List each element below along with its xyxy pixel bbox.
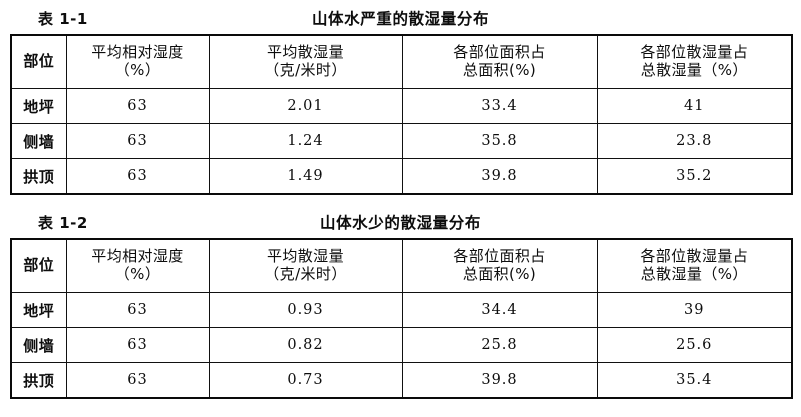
cell-part: 侧墙: [10, 123, 67, 159]
table-title: 山体水严重的散湿量分布: [311, 10, 490, 28]
cell-relative-humidity: 63: [65, 123, 210, 159]
header-cell-part: 部位: [10, 238, 67, 293]
header-cell-relative-humidity: 平均相对湿度 （%）: [65, 34, 210, 89]
cell-moisture-rate: 0.73: [208, 362, 403, 399]
cell-area-share: 34.4: [401, 292, 598, 328]
table-row: 地坪 63 2.01 33.4 41: [10, 88, 793, 124]
header-line-1: 平均相对湿度: [91, 247, 184, 266]
cell-area-share: 39.8: [401, 362, 598, 399]
header-cell-moisture-share: 各部位散湿量占 总散湿量（%）: [596, 34, 793, 89]
cell-moisture-share: 39: [596, 292, 793, 328]
header-cell-moisture-rate: 平均散湿量 （克/米时）: [208, 238, 403, 293]
table-title: 山体水少的散湿量分布: [319, 214, 481, 232]
header-line-1: 各部位面积占: [453, 247, 546, 266]
cell-part: 拱顶: [10, 362, 67, 399]
cell-moisture-share: 35.4: [596, 362, 793, 399]
header-cell-moisture-share: 各部位散湿量占 总散湿量（%）: [596, 238, 793, 293]
cell-moisture-share: 23.8: [596, 123, 793, 159]
table-body-1: 地坪 63 2.01 33.4 41 侧墙 63 1.24 35.8 23.8 …: [10, 88, 793, 195]
table-header-2: 部位 平均相对湿度 （%） 平均散湿量 （克/米时） 各部位面积占 总面积(%): [10, 238, 793, 293]
cell-moisture-rate: 1.24: [208, 123, 403, 159]
cell-moisture-rate: 0.82: [208, 327, 403, 363]
cell-part: 地坪: [10, 88, 67, 124]
cell-part: 侧墙: [10, 327, 67, 363]
cell-area-share: 35.8: [401, 123, 598, 159]
cell-relative-humidity: 63: [65, 88, 210, 124]
header-cell-area-share: 各部位面积占 总面积(%): [401, 34, 598, 89]
cell-moisture-share: 41: [596, 88, 793, 124]
header-line-2: （%）: [114, 61, 161, 79]
header-cell-area-share: 各部位面积占 总面积(%): [401, 238, 598, 293]
cell-moisture-share: 25.6: [596, 327, 793, 363]
table-row: 拱顶 63 0.73 39.8 35.4: [10, 362, 793, 399]
header-line-1: 平均散湿量: [266, 247, 344, 266]
table-row: 拱顶 63 1.49 39.8 35.2: [10, 158, 793, 195]
table-label: 表 1-1: [38, 10, 88, 28]
table-label: 表 1-2: [38, 214, 88, 232]
header-line-2: 总面积(%): [462, 61, 537, 79]
header-line-1: 部位: [23, 52, 55, 71]
header-cell-relative-humidity: 平均相对湿度 （%）: [65, 238, 210, 293]
data-table-1: 部位 平均相对湿度 （%） 平均散湿量 （克/米时） 各部位面积占 总面积(%): [10, 34, 793, 195]
table-row: 地坪 63 0.93 34.4 39: [10, 292, 793, 328]
cell-relative-humidity: 63: [65, 362, 210, 399]
header-cell-part: 部位: [10, 34, 67, 89]
header-line-1: 各部位散湿量占: [640, 43, 749, 62]
header-line-1: 平均散湿量: [266, 43, 344, 62]
header-line-2: （克/米时）: [264, 265, 347, 283]
header-row: 部位 平均相对湿度 （%） 平均散湿量 （克/米时） 各部位面积占 总面积(%): [10, 238, 793, 293]
header-line-2: 总散湿量（%）: [640, 61, 748, 79]
cell-relative-humidity: 63: [65, 292, 210, 328]
cell-part: 地坪: [10, 292, 67, 328]
cell-part: 拱顶: [10, 158, 67, 195]
table-block-1: 表 1-1 山体水严重的散湿量分布 部位 平均相对湿度 （%） 平均散湿量: [10, 4, 793, 195]
header-cell-moisture-rate: 平均散湿量 （克/米时）: [208, 34, 403, 89]
cell-area-share: 25.8: [401, 327, 598, 363]
cell-moisture-rate: 1.49: [208, 158, 403, 195]
header-line-2: 总散湿量（%）: [640, 265, 748, 283]
header-line-1: 部位: [23, 256, 55, 275]
cell-area-share: 39.8: [401, 158, 598, 195]
table-block-2: 表 1-2 山体水少的散湿量分布 部位 平均相对湿度 （%） 平均散湿量: [10, 208, 793, 399]
table-caption-2: 表 1-2 山体水少的散湿量分布: [10, 208, 791, 238]
header-line-1: 各部位散湿量占: [640, 247, 749, 266]
header-row: 部位 平均相对湿度 （%） 平均散湿量 （克/米时） 各部位面积占 总面积(%): [10, 34, 793, 89]
header-line-1: 平均相对湿度: [91, 43, 184, 62]
cell-relative-humidity: 63: [65, 327, 210, 363]
cell-moisture-rate: 0.93: [208, 292, 403, 328]
table-row: 侧墙 63 0.82 25.8 25.6: [10, 327, 793, 363]
table-row: 侧墙 63 1.24 35.8 23.8: [10, 123, 793, 159]
cell-area-share: 33.4: [401, 88, 598, 124]
table-header-1: 部位 平均相对湿度 （%） 平均散湿量 （克/米时） 各部位面积占 总面积(%): [10, 34, 793, 89]
cell-moisture-share: 35.2: [596, 158, 793, 195]
table-body-2: 地坪 63 0.93 34.4 39 侧墙 63 0.82 25.8 25.6 …: [10, 292, 793, 399]
header-line-2: （克/米时）: [264, 61, 347, 79]
header-line-2: （%）: [114, 265, 161, 283]
header-line-1: 各部位面积占: [453, 43, 546, 62]
data-table-2: 部位 平均相对湿度 （%） 平均散湿量 （克/米时） 各部位面积占 总面积(%): [10, 238, 793, 399]
cell-relative-humidity: 63: [65, 158, 210, 195]
cell-moisture-rate: 2.01: [208, 88, 403, 124]
header-line-2: 总面积(%): [462, 265, 537, 283]
table-caption-1: 表 1-1 山体水严重的散湿量分布: [10, 4, 791, 34]
